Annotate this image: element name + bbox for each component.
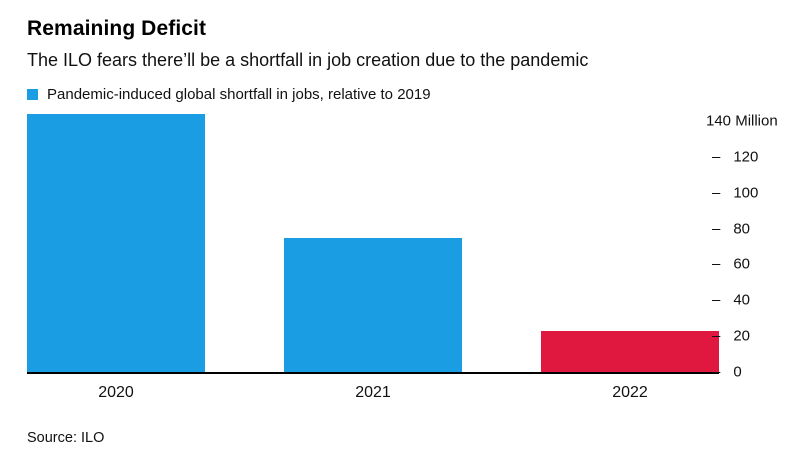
y-tick-mark: – [712,291,721,309]
y-tick-60: –60 [712,257,750,272]
legend: Pandemic-induced global shortfall in job… [27,86,431,103]
y-tick-value: 0 [733,363,742,381]
legend-swatch-icon [27,89,38,100]
y-tick-40: –40 [712,293,750,308]
x-tick-label-2020: 2020 [98,384,134,401]
bar-2020 [27,113,205,372]
chart-title: Remaining Deficit [27,17,207,40]
y-tick-80: –80 [712,221,750,236]
y-tick-value: 80 [733,220,751,238]
legend-label: Pandemic-induced global shortfall in job… [47,86,431,103]
x-tick-label-2022: 2022 [612,384,648,401]
bar-2021 [284,237,462,372]
y-axis-unit-label: 140 Million [706,112,778,130]
y-tick-mark: – [712,184,721,202]
bar-2022 [541,330,719,372]
y-tick-value: 40 [733,291,751,309]
y-tick-value: 60 [733,255,751,273]
y-tick-0: –0 [712,365,742,380]
y-tick-mark: – [712,363,721,381]
x-axis-labels: 2020 2021 2022 [27,384,719,402]
chart-subtitle: The ILO fears there’ll be a shortfall in… [27,50,589,70]
bar-chart: 2020 2021 2022 –0–20–40–60–80–100–120 140 M… [0,112,805,412]
y-axis: –0–20–40–60–80–100–120 140 Million [706,112,805,379]
y-tick-value: 120 [733,148,759,166]
y-tick-mark: – [712,220,721,238]
x-tick-label-2021: 2021 [355,384,391,401]
y-tick-mark: – [712,148,721,166]
y-tick-mark: – [712,255,721,273]
y-tick-120: –120 [712,149,758,164]
y-tick-mark: – [712,327,721,345]
y-tick-100: –100 [712,185,758,200]
source-note: Source: ILO [27,430,105,446]
y-tick-value: 20 [733,327,751,345]
plot-area [27,112,719,374]
y-tick-value: 100 [733,184,759,202]
y-tick-20: –20 [712,329,750,344]
